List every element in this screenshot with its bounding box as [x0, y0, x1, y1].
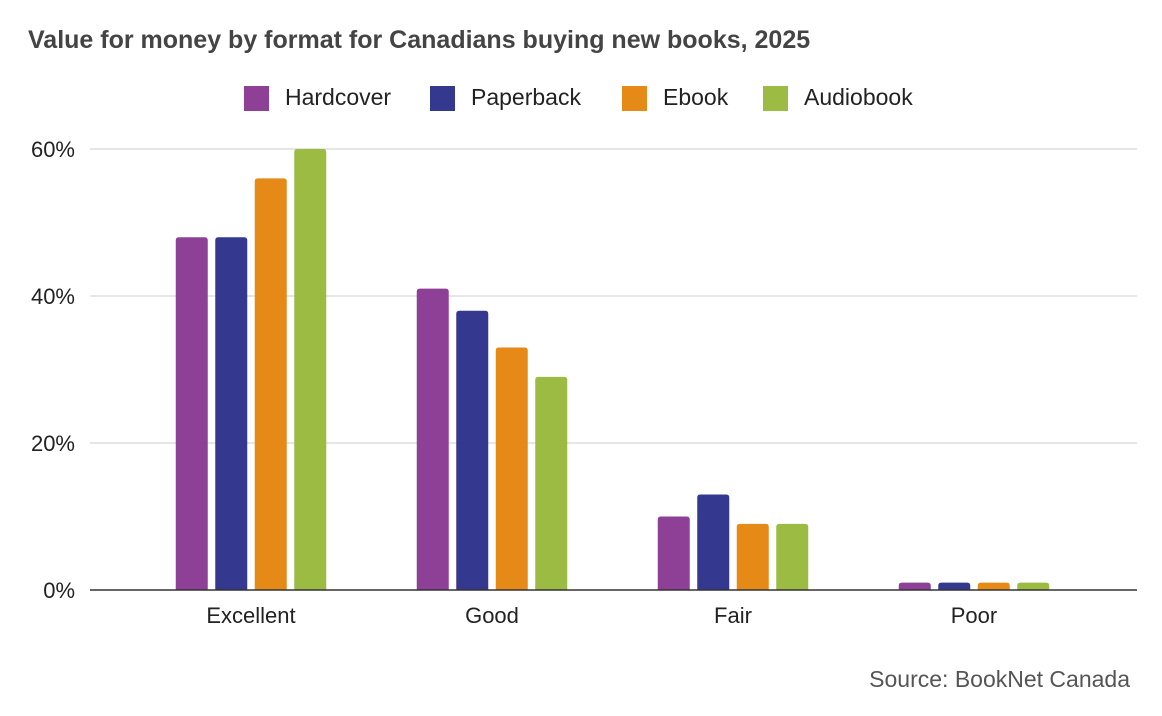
bar [1017, 582, 1050, 590]
bar [657, 516, 690, 590]
legend-label: Paperback [471, 84, 581, 110]
y-tick-label: 20% [31, 431, 75, 456]
bar [776, 523, 809, 590]
bar [175, 237, 208, 590]
x-tick-label: Fair [714, 603, 752, 628]
y-tick-label: 0% [43, 578, 75, 603]
bar [456, 310, 489, 590]
bar [938, 582, 971, 590]
legend-label: Audiobook [804, 84, 913, 110]
bar [294, 149, 327, 590]
bar [495, 347, 528, 590]
bar [535, 376, 568, 590]
legend-swatch [244, 86, 269, 111]
chart-title: Value for money by format for Canadians … [28, 26, 811, 54]
source-note: Source: BookNet Canada [869, 666, 1130, 692]
bar [736, 523, 769, 590]
bar [215, 237, 248, 590]
legend-label: Hardcover [285, 84, 392, 110]
x-tick-label: Poor [951, 603, 997, 628]
x-tick-label: Good [465, 603, 519, 628]
bar [254, 178, 287, 590]
legend-swatch [622, 86, 647, 111]
x-tick-label: Excellent [206, 603, 295, 628]
y-tick-label: 60% [31, 137, 75, 162]
y-tick-label: 40% [31, 284, 75, 309]
bar [416, 288, 449, 590]
legend-swatch [763, 86, 788, 111]
bar [977, 582, 1010, 590]
bar [898, 582, 931, 590]
legend-swatch [430, 86, 455, 111]
bar [697, 494, 730, 590]
legend-label: Ebook [663, 84, 729, 110]
